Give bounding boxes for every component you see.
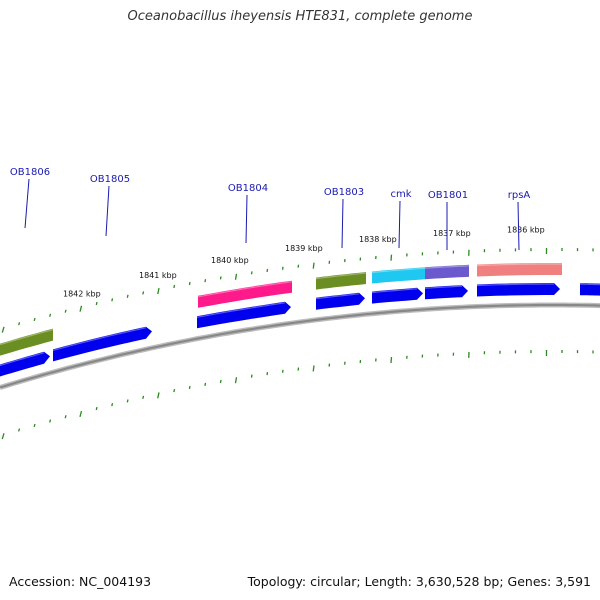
cds-arrow — [197, 301, 291, 329]
outer-tick-mark — [312, 262, 315, 269]
kbp-label: 1839 kbp — [285, 244, 323, 253]
cds-arrow-highlight — [196, 302, 286, 318]
inner-tick-mark — [204, 382, 207, 386]
cds-arrow — [580, 283, 600, 296]
outer-tick-mark — [204, 279, 207, 283]
kbp-label: 1837 kbp — [433, 229, 471, 238]
kbp-label: 1842 kbp — [63, 289, 101, 298]
inner-tick-mark — [18, 428, 21, 432]
outer-tick-mark — [234, 273, 238, 280]
outer-tick-mark — [126, 294, 129, 298]
inner-tick-mark — [312, 365, 315, 372]
inner-tick-mark — [111, 403, 114, 407]
gene-label: OB1805 — [90, 174, 130, 185]
gene-label: rpsA — [508, 190, 531, 201]
gene-leader-line — [245, 194, 248, 244]
feature-4 — [372, 267, 425, 284]
cds-arrow-highlight — [371, 288, 418, 294]
outer-tick-mark — [173, 284, 176, 289]
feature-4-highlight — [371, 267, 426, 274]
inner-tick-mark — [1, 433, 5, 440]
genome-backbone — [0, 303, 600, 389]
kbp-label: 1840 kbp — [211, 256, 249, 265]
cds-arrow — [372, 287, 423, 304]
inner-tick-mark — [157, 392, 160, 399]
inner-tick-mark — [142, 395, 145, 399]
inner-tick-mark — [33, 423, 36, 428]
kbp-label: 1838 kbp — [359, 235, 397, 244]
inner-tick-mark — [64, 415, 67, 419]
feature-5-highlight — [424, 265, 470, 269]
gene-leader-line — [398, 200, 401, 249]
gene-label: OB1806 — [10, 167, 50, 178]
outer-tick-mark — [95, 301, 98, 306]
inner-tick-mark — [188, 385, 191, 390]
inner-tick-mark — [95, 406, 98, 411]
gene-leader-line — [517, 201, 520, 251]
kbp-label: 1836 kbp — [507, 226, 545, 235]
feature-1-highlight — [0, 329, 54, 346]
outer-tick-mark — [18, 322, 21, 326]
cds-arrow — [0, 351, 50, 377]
cds-arrow-highlight — [315, 293, 360, 300]
feature-2-highlight — [197, 281, 293, 298]
cds-arrow — [425, 285, 468, 300]
feature-3-highlight — [315, 272, 367, 280]
inner-tick-mark — [126, 399, 129, 403]
cds-arrow — [53, 326, 152, 362]
outer-tick-mark — [64, 309, 67, 313]
outer-tick-mark — [111, 298, 114, 302]
outer-tick-mark — [1, 326, 5, 333]
gene-leader-line — [341, 198, 344, 249]
cds-arrow — [316, 292, 365, 310]
feature-3 — [316, 272, 366, 290]
inner-tick-mark — [173, 389, 176, 393]
feature-6 — [477, 263, 562, 277]
inner-tick-mark — [79, 410, 83, 418]
cds-arrow — [477, 283, 560, 297]
outer-tick-mark — [157, 288, 160, 295]
kbp-label: 1841 kbp — [139, 271, 177, 280]
inner-tick-mark — [234, 377, 238, 384]
feature-6-highlight — [476, 263, 562, 267]
gene-leader-line — [24, 178, 30, 229]
cds-arrow-highlight — [52, 327, 147, 351]
outer-tick-mark — [142, 291, 145, 295]
outer-tick-mark — [33, 317, 36, 322]
feature-5 — [425, 264, 469, 280]
outer-tick-mark — [49, 313, 52, 317]
gene-label: OB1804 — [228, 183, 268, 194]
topology-stats: Topology: circular; Length: 3,630,528 bp… — [247, 574, 591, 589]
outer-tick-mark — [219, 276, 222, 280]
inner-tick-mark — [219, 379, 222, 384]
cds-arrow-highlight — [0, 352, 45, 367]
accession-text: Accession: NC_004193 — [9, 574, 152, 589]
cds-arrow-highlight — [476, 283, 554, 287]
gene-label: OB1803 — [324, 187, 364, 198]
cds-arrow-highlight — [424, 285, 463, 289]
inner-tick-mark — [390, 357, 393, 364]
feature-1 — [0, 328, 53, 356]
outer-tick-mark — [188, 281, 191, 286]
feature-2 — [198, 280, 292, 308]
gene-label: OB1801 — [428, 190, 468, 201]
gene-leader-line — [105, 185, 110, 237]
inner-tick-mark — [49, 419, 52, 423]
genome-title: Oceanobacillus iheyensis HTE831, complet… — [127, 9, 473, 24]
gene-label: cmk — [390, 189, 411, 200]
outer-tick-mark — [79, 305, 83, 312]
